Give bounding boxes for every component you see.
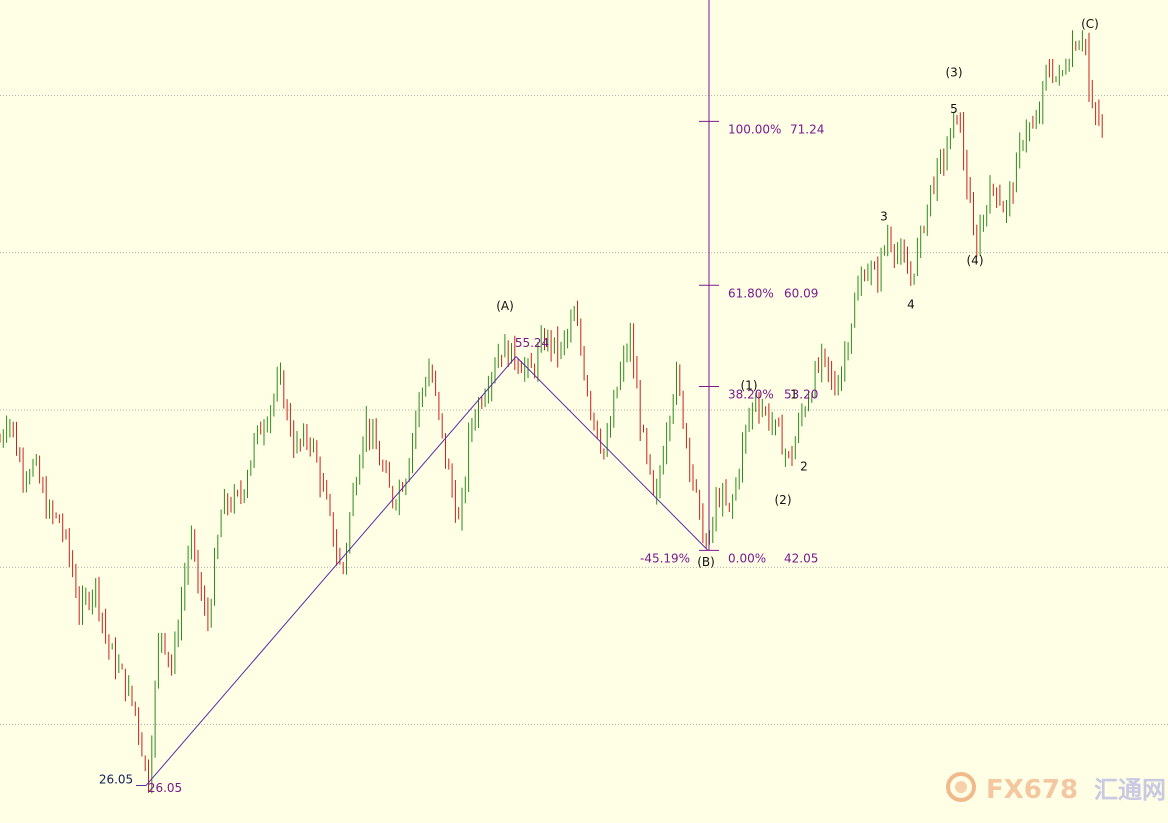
fib-level-value: 60.09 <box>784 286 818 300</box>
fibonacci-projection: 100.00% 71.24 61.80% 60.09 38.20% 53.20 0.00% 4… <box>640 0 824 565</box>
annotation-label: 26.05 <box>148 781 182 795</box>
fib-level-pct: 38.20% <box>728 388 774 402</box>
fib-level-pct: 61.80% <box>728 286 774 300</box>
annotation-label: (1) <box>741 378 758 392</box>
annotation-label: (A) <box>496 299 514 313</box>
annotation-label: 1 <box>790 387 798 401</box>
fib-level-value: 53.20 <box>784 388 818 402</box>
annotation-label: 2 <box>800 459 808 473</box>
annotation-label: (4) <box>967 254 984 268</box>
watermark-logo-outer <box>946 772 976 802</box>
annotation-label: (2) <box>775 493 792 507</box>
annotation-label: (3) <box>946 65 963 79</box>
candles <box>0 30 1103 794</box>
fib-level-value: 71.24 <box>790 122 824 136</box>
trendline <box>145 356 517 786</box>
annotation-label: 5 <box>950 102 958 116</box>
watermark-brand: FX678 <box>986 775 1078 805</box>
fib-level-pct: 0.00% <box>728 551 766 565</box>
annotation-label: (C) <box>1081 17 1099 31</box>
annotation-label: (B) <box>697 555 715 569</box>
watermark: FX678 汇通网 <box>946 772 1166 805</box>
fib-level-pct: 100.00% <box>728 122 781 136</box>
annotation-label: 4 <box>907 298 915 312</box>
annotation-label: 55.24 <box>515 336 549 350</box>
trendline <box>515 356 709 551</box>
annotation-label: 3 <box>880 209 888 223</box>
annotations: (A) (B) (C) (1) (2) (3) (4) 1 2 3 4 5 55.24 26.05 26.0… <box>99 17 1099 795</box>
annotation-label: 26.05 <box>99 772 133 786</box>
fib-level-value: 42.05 <box>784 551 818 565</box>
fib-retrace-label: -45.19% <box>640 551 690 565</box>
trendlines <box>136 356 709 787</box>
watermark-logo-inner <box>955 781 967 793</box>
watermark-cn: 汇通网 <box>1094 776 1166 804</box>
